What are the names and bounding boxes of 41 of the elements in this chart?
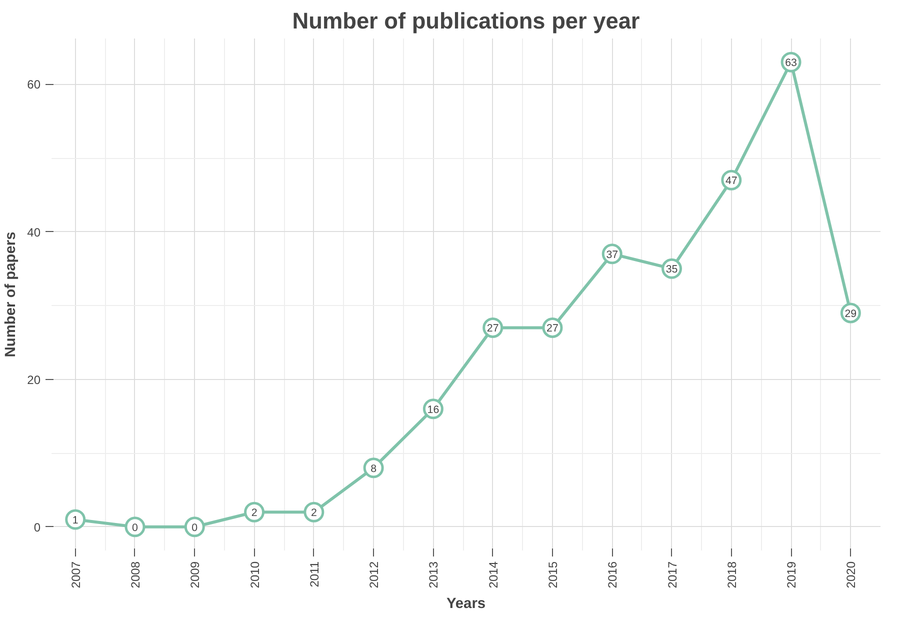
data-label: 37 [606, 248, 618, 261]
x-tick-label: 2010 [248, 561, 262, 588]
data-label: 63 [785, 57, 798, 70]
x-tick-label: 2020 [844, 561, 858, 588]
x-axis-title: Years [446, 596, 486, 612]
point [363, 458, 384, 478]
x-tick-label: 2018 [724, 561, 739, 588]
point [184, 516, 205, 538]
point [304, 502, 324, 522]
x-tick-label: 2009 [188, 561, 202, 588]
point [244, 502, 265, 522]
data-label: 8 [370, 462, 377, 475]
chart-title: Number of publications per year [292, 8, 640, 34]
x-tick-label: 2014 [486, 561, 500, 588]
y-axis-title: Number of papers [3, 232, 20, 358]
data-label: 27 [546, 322, 558, 335]
x-tick-label: 2015 [546, 561, 560, 588]
point [124, 516, 146, 538]
x-tick-label: 2019 [784, 561, 799, 588]
x-tick-label: 2013 [426, 561, 441, 588]
data-label: 0 [192, 522, 198, 534]
data-label: 2 [310, 507, 317, 520]
x-tick-label: 2012 [367, 561, 382, 588]
y-tick-label: 60 [27, 78, 41, 92]
y-tick-label: 0 [34, 520, 41, 534]
x-tick-label: 2007 [68, 561, 83, 588]
x-tick-label: 2016 [606, 561, 620, 588]
data-label: 0 [132, 522, 138, 534]
data-label: 1 [72, 514, 78, 527]
data-label: 2 [251, 507, 258, 520]
point [65, 509, 86, 530]
data-label: 29 [844, 308, 857, 320]
data-label: 16 [427, 404, 440, 416]
y-tick-label: 20 [27, 372, 41, 387]
x-tick-label: 2008 [128, 561, 142, 588]
y-tick-label: 40 [27, 225, 41, 240]
data-label: 47 [725, 175, 738, 188]
data-label: 35 [666, 264, 678, 276]
x-tick-label: 2017 [665, 561, 680, 588]
x-tick-label: 2011 [307, 561, 322, 588]
data-label: 27 [486, 322, 499, 335]
